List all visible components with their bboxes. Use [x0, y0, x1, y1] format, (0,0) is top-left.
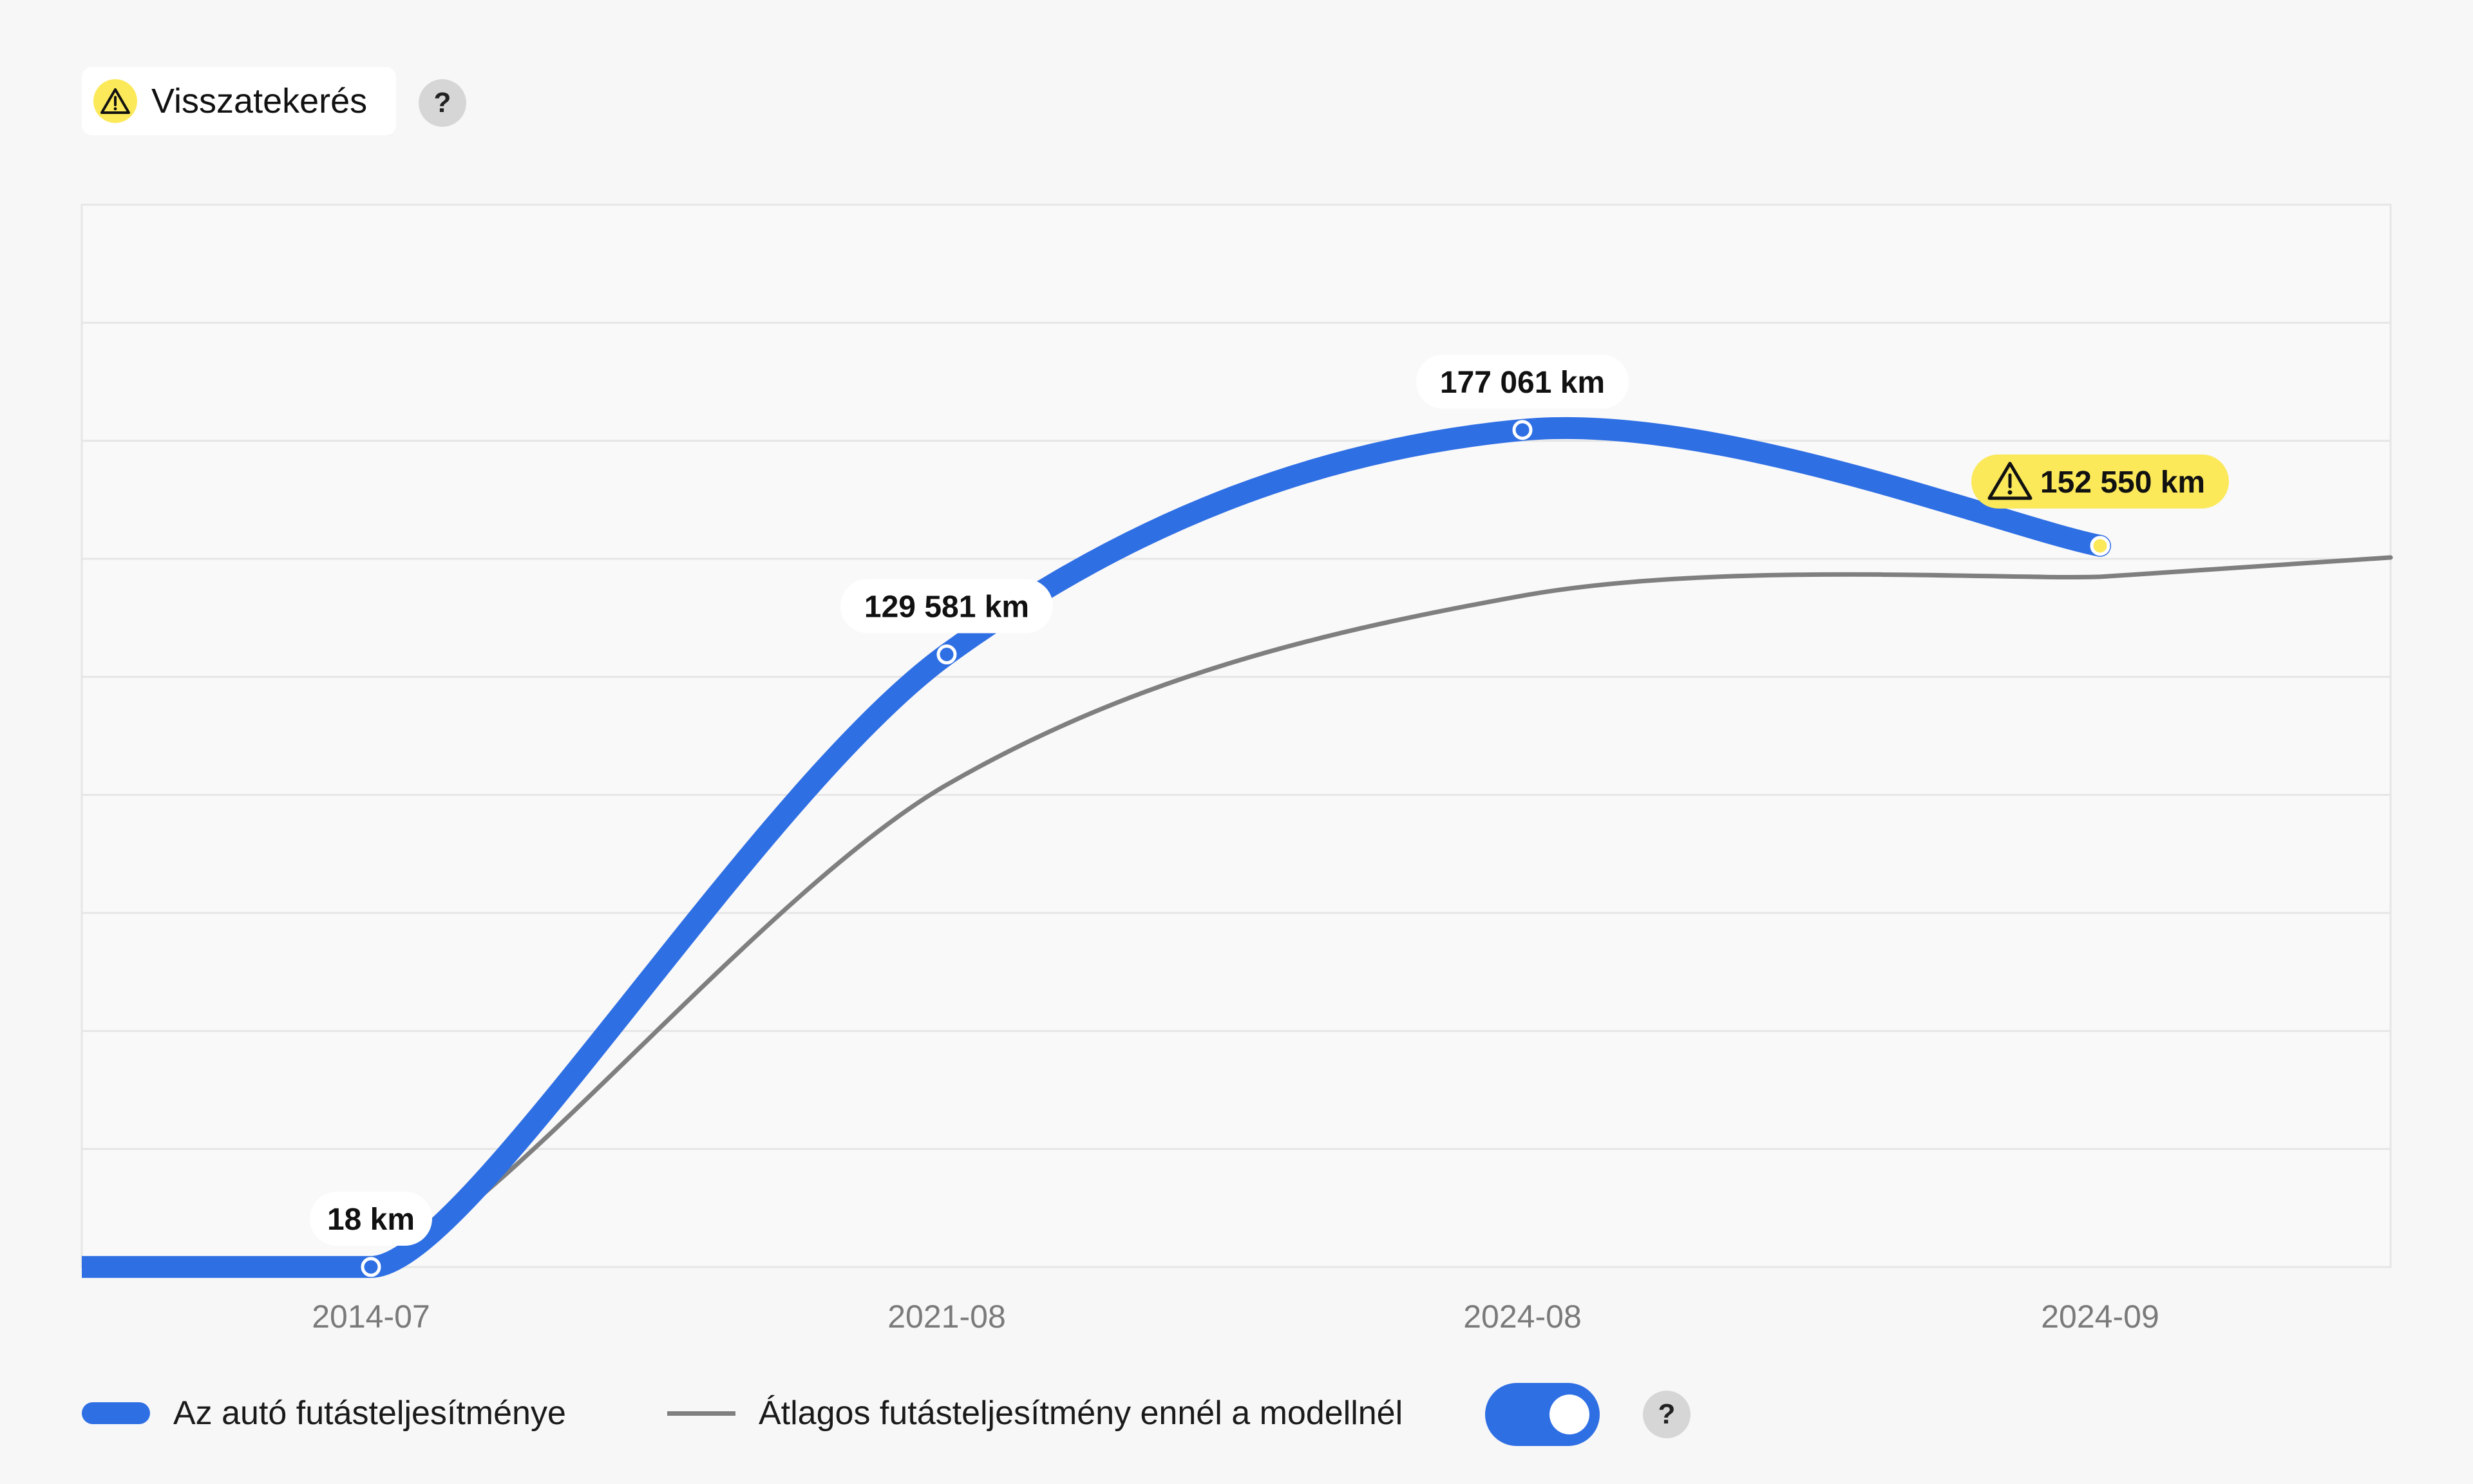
legend-car-swatch [82, 1402, 150, 1424]
value-label-bg [1416, 354, 1629, 409]
legend-help-icon[interactable]: ? [1643, 1391, 1691, 1438]
x-tick-label: 2014-07 [312, 1299, 430, 1335]
x-tick-label: 2024-09 [2041, 1299, 2159, 1335]
value-label-text: 18 km [327, 1203, 415, 1237]
plot-area [81, 203, 2392, 1268]
rollback-warning-badge: Visszatekerés [82, 67, 396, 135]
value-label: 18 km [310, 1191, 432, 1246]
question-mark-icon[interactable]: ? [419, 79, 466, 127]
car-mileage-line [360, 417, 2111, 1278]
value-label-text: 152 550 km [2040, 465, 2205, 500]
flagged-value-label: 152 550 km [1971, 454, 2229, 509]
value-label-text: 177 061 km [1440, 366, 1605, 400]
legend-car: Az autó futásteljesítménye [82, 1384, 566, 1442]
legend-average: Átlagos futásteljesítmény ennél a modell… [667, 1384, 1403, 1442]
value-label-bg [1971, 454, 2229, 509]
x-tick-label: 2024-08 [1463, 1299, 1582, 1335]
data-point [361, 1257, 381, 1277]
data-point [936, 644, 957, 664]
legend-car-label: Az autó futásteljesítménye [173, 1395, 566, 1432]
legend-average-label: Átlagos futásteljesítmény ennél a modell… [759, 1395, 1403, 1432]
rollback-warning-label: Visszatekerés [151, 82, 368, 120]
value-label-text: 129 581 km [864, 590, 1029, 624]
toggle-knob [1549, 1395, 1589, 1434]
warning-icon [1987, 462, 2032, 500]
value-label-bg [840, 579, 1053, 634]
warning-icon [93, 79, 137, 123]
value-label: 129 581 km [840, 579, 1053, 634]
legend-average-swatch [667, 1411, 735, 1416]
data-point [2090, 536, 2110, 556]
data-point [1512, 420, 1533, 440]
x-tick-label: 2021-08 [887, 1299, 1006, 1335]
average-mileage-line [368, 555, 2393, 1263]
value-label: 177 061 km [1416, 354, 1629, 409]
value-label-bg [310, 1191, 432, 1246]
average-toggle[interactable] [1485, 1383, 1600, 1446]
